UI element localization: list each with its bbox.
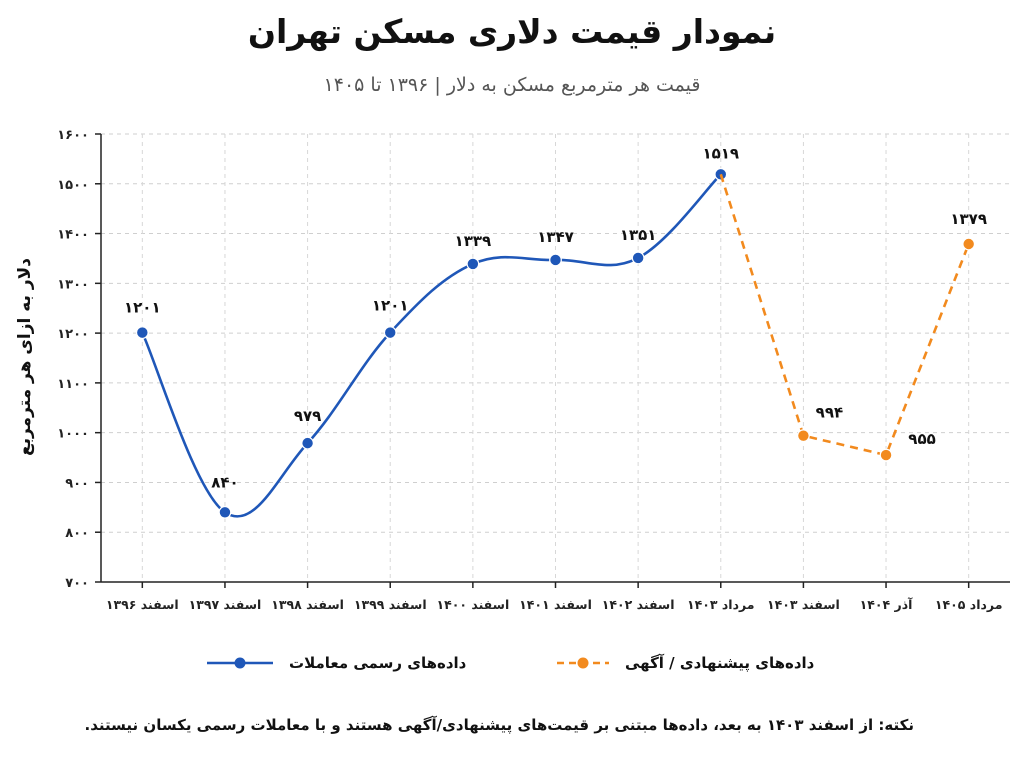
y-tick-label: ۱۰۰۰ [57, 427, 89, 442]
x-tick-label: اسفند ۱۴۰۲ [602, 597, 675, 612]
x-tick-label: اسفند ۱۳۹۶ [106, 597, 179, 612]
x-tick-label: اسفند ۱۴۰۱ [519, 597, 592, 612]
data-point-offer [797, 429, 810, 443]
y-tick-label: ۱۱۰۰ [57, 377, 89, 392]
x-tick-label: مرداد ۱۴۰۳ [687, 597, 755, 612]
data-point-official [383, 326, 397, 340]
y-tick-label: ۱۳۰۰ [57, 277, 89, 292]
chart-subtitle: قیمت هر مترمربع مسکن به دلار | ۱۳۹۶ تا ۱… [323, 74, 701, 96]
data-point-official [631, 251, 645, 265]
x-tick-label: اسفند ۱۴۰۳ [767, 597, 840, 612]
data-label: ۸۴۰ [211, 473, 238, 491]
x-tick-label: اسفند ۱۳۹۸ [271, 597, 344, 612]
data-label: ۹۵۵ [908, 430, 935, 448]
x-tick-label: اسفند ۱۴۰۰ [436, 597, 509, 612]
chart-title: نمودار قیمت دلاری مسکن تهران [247, 12, 777, 51]
data-label: ۹۷۹ [294, 407, 321, 425]
series-line-offer [719, 173, 970, 457]
data-label: ۱۲۰۱ [124, 299, 161, 317]
data-label: ۱۳۳۹ [455, 232, 492, 250]
y-tick-label: ۸۰۰ [65, 526, 89, 541]
data-point-official [549, 253, 562, 267]
data-point-official [466, 257, 480, 271]
data-label: ۱۵۱۹ [702, 144, 739, 162]
data-point-offer [879, 448, 893, 462]
data-label: ۱۲۰۱ [372, 297, 409, 315]
y-tick-label: ۷۰۰ [65, 576, 89, 591]
data-label: ۹۹۴ [816, 404, 843, 422]
y-tick-label: ۱۴۰۰ [57, 228, 89, 243]
x-tick-label: مرداد ۱۴۰۵ [935, 597, 1003, 612]
x-tick-label: اسفند ۱۳۹۹ [354, 597, 427, 612]
legend-official: داده‌های رسمی معاملات [205, 648, 466, 678]
y-tick-label: ۹۰۰ [65, 476, 89, 491]
data-point-offer [962, 237, 976, 251]
y-tick-label: ۱۵۰۰ [57, 178, 89, 193]
data-label: ۱۳۷۹ [950, 210, 987, 228]
legend-official-label: داده‌های رسمی معاملات [289, 654, 467, 672]
data-point-official [218, 505, 232, 519]
footnote: نکته: از اسفند ۱۴۰۳ به بعد، داده‌ها مبتن… [84, 716, 914, 734]
data-point-official [135, 326, 149, 340]
y-tick-label: ۱۶۰۰ [57, 128, 89, 143]
data-label: ۱۳۵۱ [620, 226, 657, 244]
data-label: ۱۳۴۷ [537, 228, 574, 246]
y-axis-label: دلار به ازای هر مترمربع [15, 258, 35, 456]
x-tick-label: آذر ۱۴۰۴ [860, 597, 913, 612]
legend-offer: داده‌های پیشنهادی / آگهی [555, 648, 814, 678]
legend-offer-label: داده‌های پیشنهادی / آگهی [625, 654, 815, 672]
legend-offer-line-icon [557, 657, 609, 669]
legend-official-line-icon [207, 657, 273, 669]
x-tick-label: اسفند ۱۳۹۷ [189, 597, 262, 612]
y-tick-label: ۱۲۰۰ [57, 327, 89, 342]
data-point-official [301, 436, 314, 450]
